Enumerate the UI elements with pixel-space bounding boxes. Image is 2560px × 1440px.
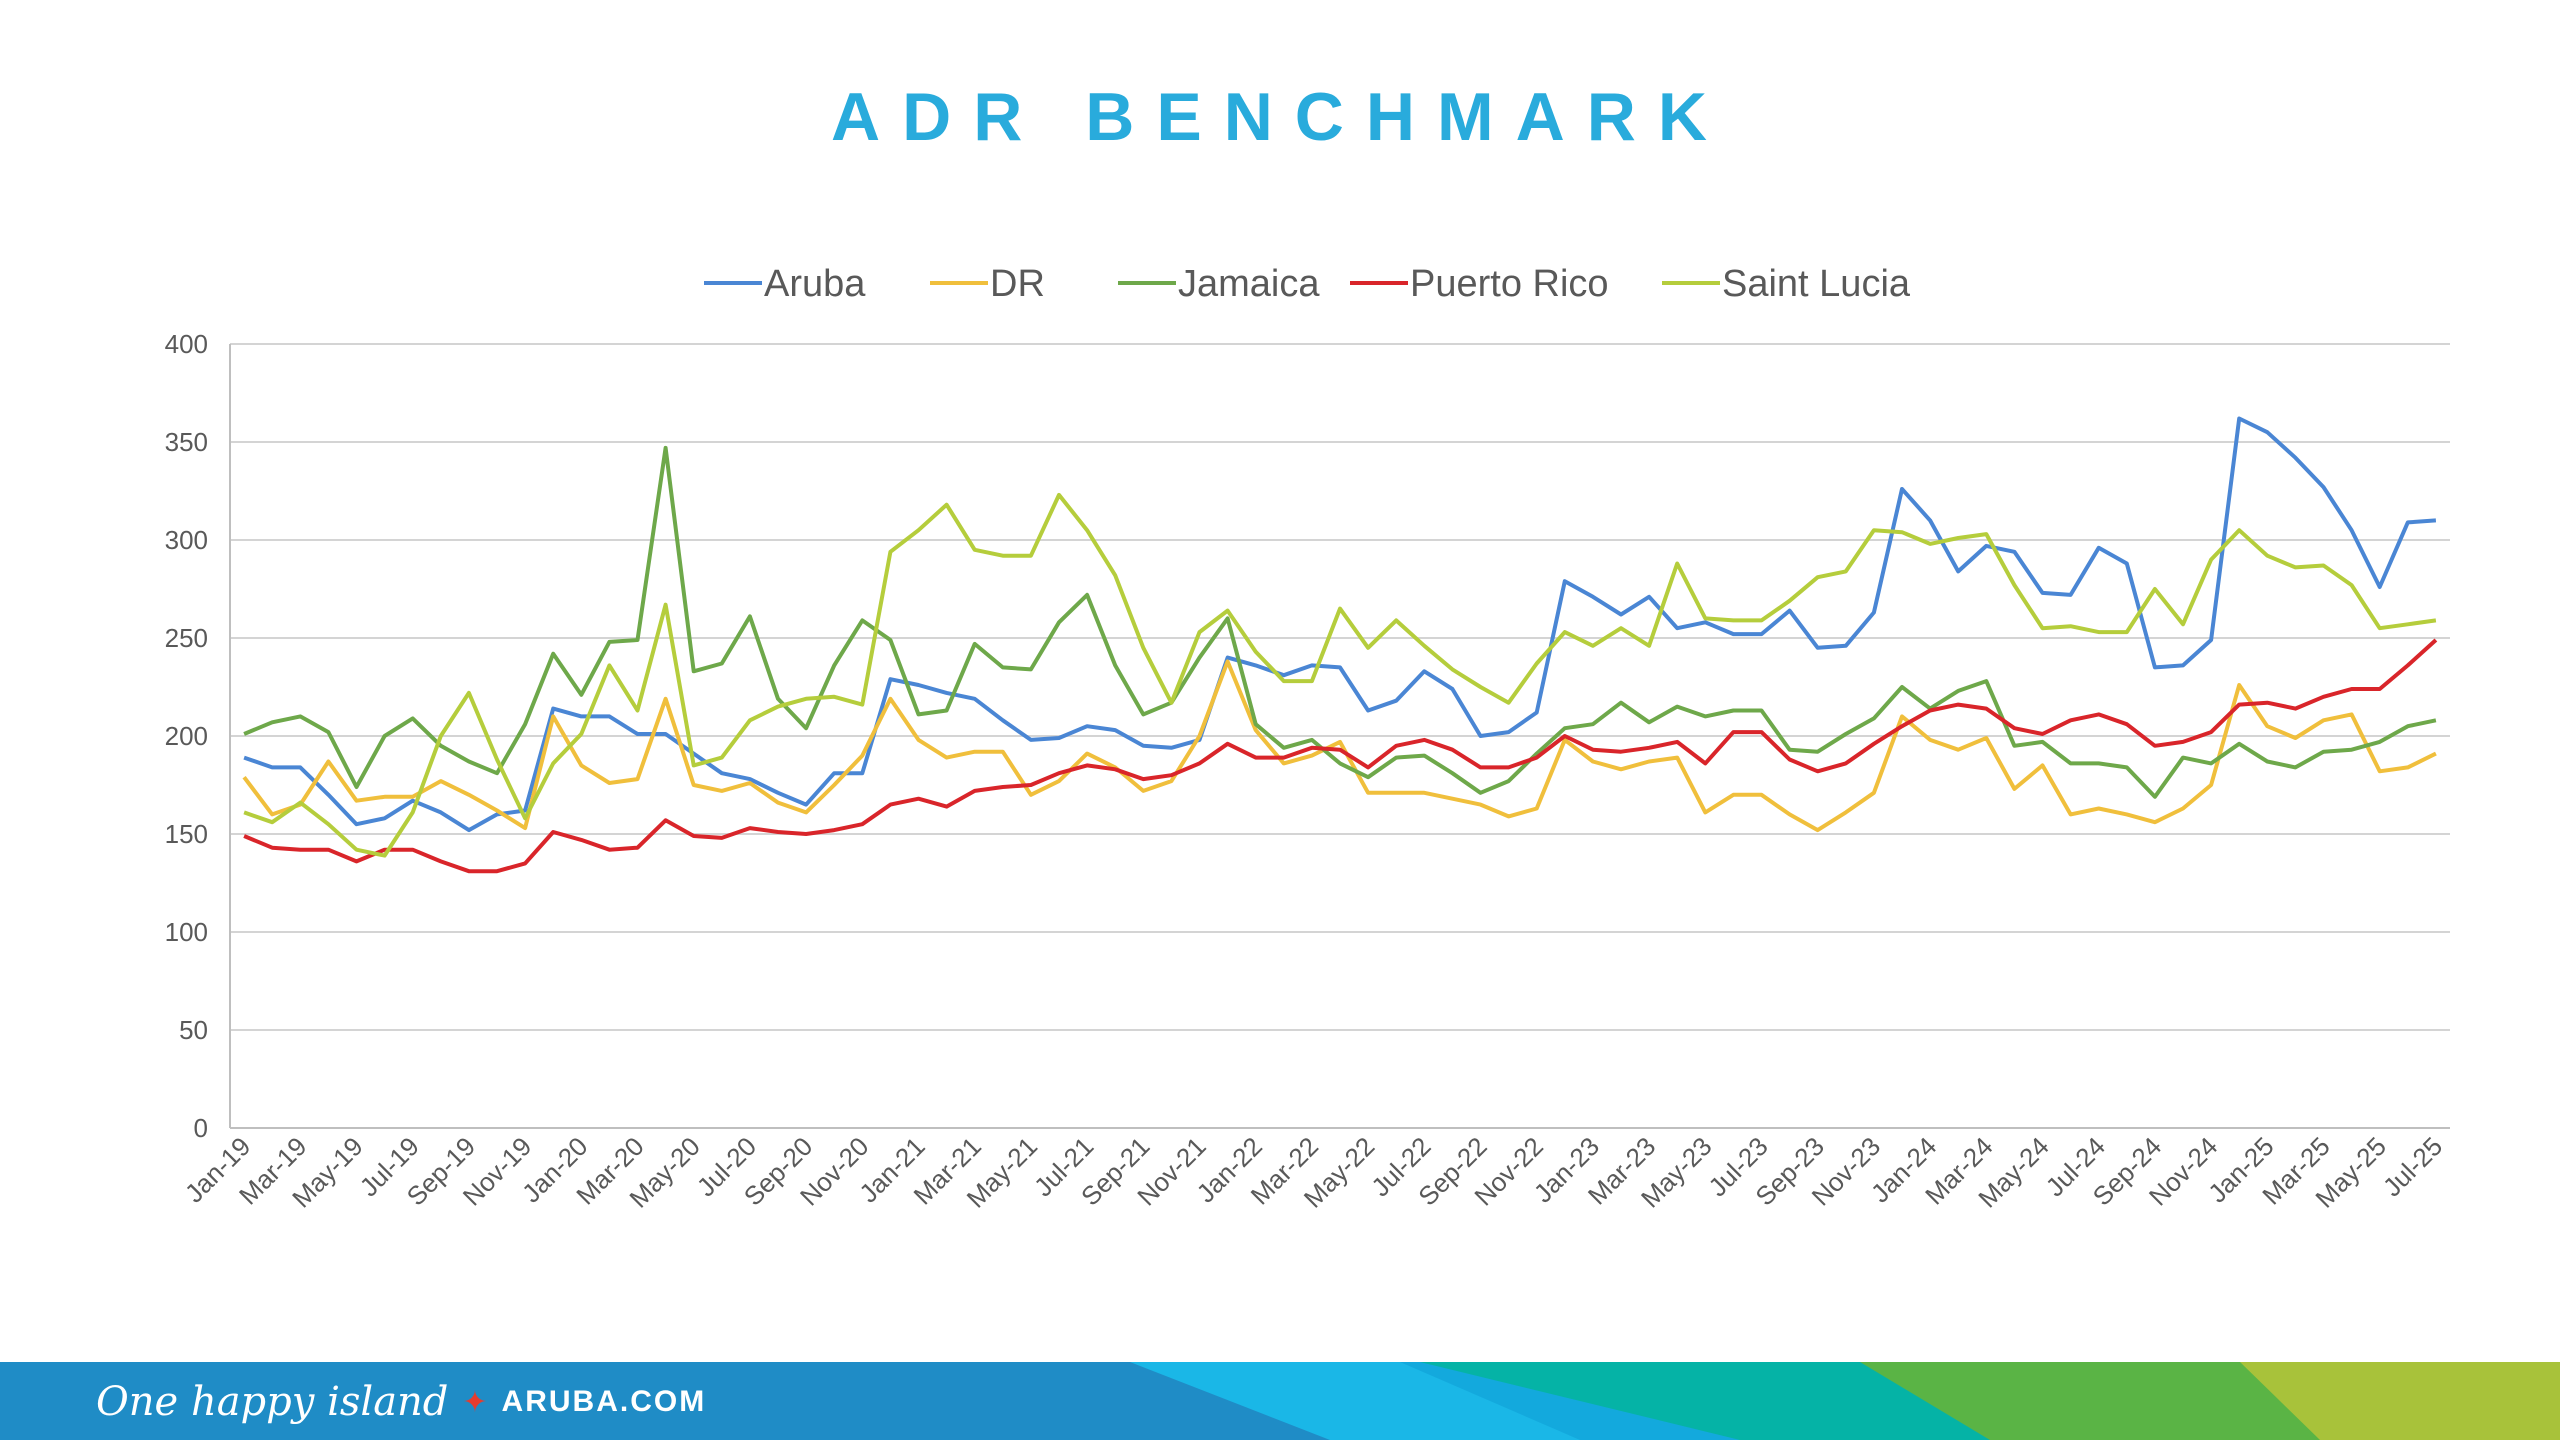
y-tick-label: 100 xyxy=(165,917,208,947)
legend: Aruba DR Jamaica Puerto Rico Saint Lucia xyxy=(704,263,1911,305)
legend-label: Saint Lucia xyxy=(1722,263,1911,305)
x-tick-label: Jul-25 xyxy=(2377,1131,2448,1202)
gridlines xyxy=(229,343,2450,1129)
y-tick-label: 200 xyxy=(165,721,208,751)
series-line-aruba xyxy=(243,416,2437,833)
y-tick-label: 350 xyxy=(165,427,208,457)
legend-label: Jamaica xyxy=(1178,263,1320,305)
adr-line-chart: 0 50 100 150 200 250 300 350 400 Jan-19Mar-19May… xyxy=(165,263,2450,1214)
star-icon: ✦ xyxy=(462,1385,488,1419)
footer-stripes xyxy=(0,1362,2560,1440)
series-line-saint-lucia xyxy=(243,492,2437,858)
footer-brand: One happy island ✦ ARUBA.COM xyxy=(96,1378,706,1426)
y-tick-label: 400 xyxy=(165,329,208,359)
series-lines xyxy=(242,416,2438,874)
footer-banner xyxy=(0,1362,2560,1440)
series-line-dr xyxy=(242,659,2437,833)
series-line-jamaica xyxy=(243,445,2437,799)
y-tick-label: 250 xyxy=(165,623,208,653)
page-title: ADR BENCHMARK xyxy=(831,79,1729,155)
footer-site-link[interactable]: ARUBA.COM xyxy=(501,1385,707,1418)
y-tick-label: 300 xyxy=(165,525,208,555)
footer-tagline: One happy island xyxy=(96,1379,449,1425)
series-line-puerto-rico xyxy=(243,638,2438,874)
legend-label: DR xyxy=(990,263,1045,305)
legend-label: Aruba xyxy=(764,263,866,305)
x-axis-tick-labels: Jan-19Mar-19May-19Jul-19Sep-19Nov-19Jan-… xyxy=(179,1131,2448,1214)
legend-label: Puerto Rico xyxy=(1410,263,1609,305)
y-tick-label: 50 xyxy=(179,1015,208,1045)
y-axis-tick-labels: 0 50 100 150 200 250 300 350 400 xyxy=(165,329,208,1143)
y-tick-label: 0 xyxy=(194,1113,208,1143)
y-tick-label: 150 xyxy=(165,819,208,849)
